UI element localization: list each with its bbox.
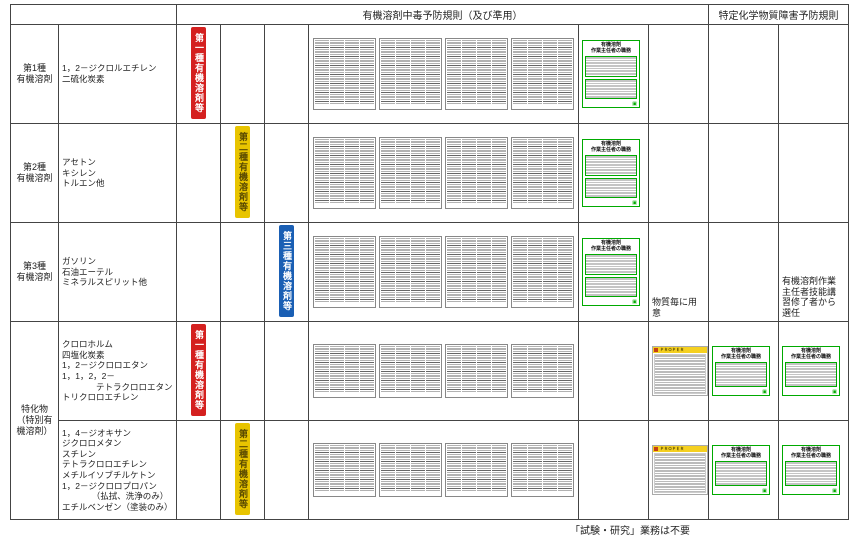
row4-chems: クロロホルム 四塩化炭素 1，2－ジクロロエタン 1，1，2，2－ テトラクロロ…: [59, 322, 177, 421]
row4-green: 有機溶剤 作業主任者の職務 ▣: [709, 322, 779, 421]
row1-badge-cell: 第一種有機溶剤等: [177, 25, 221, 124]
badge-type2: 第二種有機溶剤等: [235, 126, 250, 218]
header-right: 特定化学物質障害予防規則: [709, 5, 849, 25]
row3-green: 有機溶剤 作業主任者の職務 ▣: [579, 223, 649, 322]
yellow-card: ＰＲＯＰＥＲ: [652, 445, 708, 495]
badge-type3: 第三種有機溶剤等: [279, 225, 294, 317]
row5-c7: [579, 421, 649, 520]
green-card: 有機溶剤 作業主任者の職務 ▣: [782, 346, 840, 396]
row2-right1: [709, 124, 779, 223]
row3-head: 第3種 有機溶剤: [11, 223, 59, 322]
regulation-sheet: [379, 344, 442, 398]
green-card: 有機溶剤 作業主任者の職務 ▣: [582, 238, 640, 306]
header-main: 有機溶剤中毒予防規則（及び準用）: [177, 5, 709, 25]
green-card: 有機溶剤 作業主任者の職務 ▣: [782, 445, 840, 495]
row-type1: 第1種 有機溶剤 1，2－ジクロルエチレン 二硫化炭素 第一種有機溶剤等 有機溶…: [11, 25, 849, 124]
row5-chems: 1，4－ジオキサン ジクロロメタン スチレン テトラクロロエチレン メチルイソブ…: [59, 421, 177, 520]
row2-docs: [309, 124, 579, 223]
regulation-sheet: [379, 137, 442, 209]
regulation-sheet: [445, 344, 508, 398]
regulation-sheet: [379, 236, 442, 308]
row3-docs: [309, 223, 579, 322]
regulation-sheet: [511, 38, 574, 110]
row4-c5: [265, 322, 309, 421]
row1-chems: 1，2－ジクロルエチレン 二硫化炭素: [59, 25, 177, 124]
regulation-sheet: [313, 38, 376, 110]
row1-head: 第1種 有機溶剤: [11, 25, 59, 124]
row1-c5: [265, 25, 309, 124]
footnote: 「試験・研究」業務は不要: [10, 522, 842, 537]
regulation-sheet: [313, 236, 376, 308]
header-row: 有機溶剤中毒予防規則（及び準用） 特定化学物質障害予防規則: [11, 5, 849, 25]
row1-docs: [309, 25, 579, 124]
row2-note1: [649, 124, 709, 223]
regulation-sheet: [511, 443, 574, 497]
row4-c7: [579, 322, 649, 421]
regulation-sheet: [511, 236, 574, 308]
yellow-card: ＰＲＯＰＥＲ: [652, 346, 708, 396]
regulation-sheet: [445, 137, 508, 209]
regulation-sheet: [445, 38, 508, 110]
row3-chems: ガソリン 石油エーテル ミネラルスピリット他: [59, 223, 177, 322]
row5-green2: 有機溶剤 作業主任者の職務 ▣: [779, 421, 849, 520]
row2-c5: [265, 124, 309, 223]
green-card: 有機溶剤 作業主任者の職務 ▣: [712, 346, 770, 396]
row4-docs: [309, 322, 579, 421]
row5-yellow: ＰＲＯＰＥＲ: [649, 421, 709, 520]
row4-yellow: ＰＲＯＰＥＲ: [649, 322, 709, 421]
regulation-sheet: [445, 236, 508, 308]
row2-green: 有機溶剤 作業主任者の職務 ▣: [579, 124, 649, 223]
row2-right2: [779, 124, 849, 223]
row5-green: 有機溶剤 作業主任者の職務 ▣: [709, 421, 779, 520]
regulation-sheet: [313, 443, 376, 497]
green-card: 有機溶剤 作業主任者の職務 ▣: [712, 445, 770, 495]
badge-type1: 第一種有機溶剤等: [191, 324, 206, 416]
row3-badge-cell: 第三種有機溶剤等: [265, 223, 309, 322]
row1-right2: [779, 25, 849, 124]
green-card: 有機溶剤 作業主任者の職務 ▣: [582, 40, 640, 108]
row3-right1: [709, 223, 779, 322]
row2-badge-cell: 第二種有機溶剤等: [221, 124, 265, 223]
row5-docs: [309, 421, 579, 520]
regulation-sheet: [511, 137, 574, 209]
regulation-sheet: [445, 443, 508, 497]
badge-type1: 第一種有機溶剤等: [191, 27, 206, 119]
note-supervisor: 有機溶剤作業 主任者技能講 習修了者から 選任: [779, 223, 849, 322]
row4-badge-cell: 第一種有機溶剤等: [177, 322, 221, 421]
green-card: 有機溶剤 作業主任者の職務 ▣: [582, 139, 640, 207]
row-special-2: 1，4－ジオキサン ジクロロメタン スチレン テトラクロロエチレン メチルイソブ…: [11, 421, 849, 520]
row1-green: 有機溶剤 作業主任者の職務 ▣: [579, 25, 649, 124]
row3-c4: [221, 223, 265, 322]
regulation-sheet: [313, 137, 376, 209]
row5-c5: [265, 421, 309, 520]
regulation-sheet: [379, 38, 442, 110]
regulation-sheet: [313, 344, 376, 398]
classification-table: 有機溶剤中毒予防規則（及び準用） 特定化学物質障害予防規則 第1種 有機溶剤 1…: [10, 4, 849, 520]
row2-head: 第2種 有機溶剤: [11, 124, 59, 223]
row4-green2: 有機溶剤 作業主任者の職務 ▣: [779, 322, 849, 421]
row3-c3: [177, 223, 221, 322]
badge-type2: 第二種有機溶剤等: [235, 423, 250, 515]
row5-badge-cell: 第二種有機溶剤等: [221, 421, 265, 520]
row1-note1: [649, 25, 709, 124]
row5-c3: [177, 421, 221, 520]
page-root: 有機溶剤中毒予防規則（及び準用） 特定化学物質障害予防規則 第1種 有機溶剤 1…: [0, 0, 852, 502]
row1-right1: [709, 25, 779, 124]
regulation-sheet: [511, 344, 574, 398]
note-per-substance: 物質毎に用意: [649, 223, 709, 322]
row-type2: 第2種 有機溶剤 アセトン キシレン トルエン他 第二種有機溶剤等 有機溶剤 作…: [11, 124, 849, 223]
row2-c3: [177, 124, 221, 223]
row-special-head: 特化物 （特別有 機溶剤）: [11, 322, 59, 520]
row-type3: 第3種 有機溶剤 ガソリン 石油エーテル ミネラルスピリット他 第三種有機溶剤等…: [11, 223, 849, 322]
regulation-sheet: [379, 443, 442, 497]
row4-c4: [221, 322, 265, 421]
header-blank: [11, 5, 177, 25]
row-special-1: 特化物 （特別有 機溶剤） クロロホルム 四塩化炭素 1，2－ジクロロエタン 1…: [11, 322, 849, 421]
row2-chems: アセトン キシレン トルエン他: [59, 124, 177, 223]
row1-c4: [221, 25, 265, 124]
